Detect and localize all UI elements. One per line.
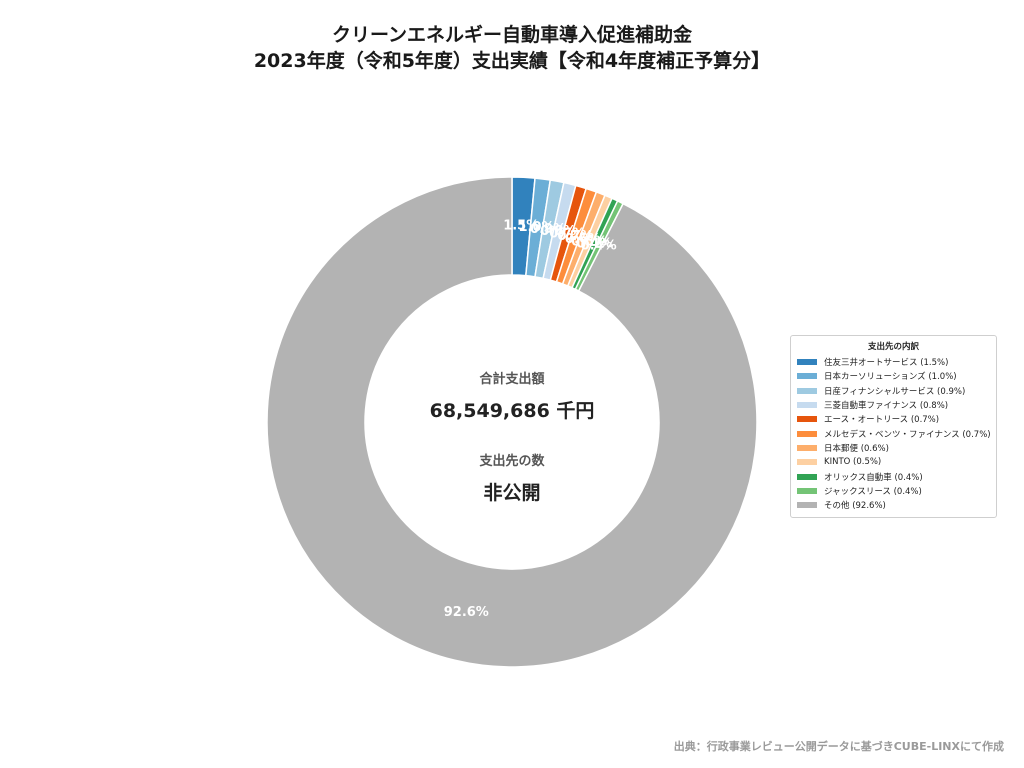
chart-title: クリーンエネルギー自動車導入促進補助金 bbox=[331, 24, 693, 46]
chart-subtitle: 2023年度（令和5年度）支出実績【令和4年度補正予算分】 bbox=[253, 50, 771, 72]
legend-swatch bbox=[797, 402, 817, 409]
donut-slice-labels: 1.5%1.0%0.9%0.8%0.7%0.7%0.6%0.5%0.4%0.4%… bbox=[444, 219, 617, 620]
slice-label-3: 0.8% bbox=[540, 224, 576, 239]
legend-label: 日本カーソリューションズ (1.0%) bbox=[824, 372, 957, 383]
slice-label-2: 0.9% bbox=[530, 222, 566, 237]
legend-label: KINTO (0.5%) bbox=[824, 457, 882, 468]
legend-item: 日本郵便 (0.6%) bbox=[797, 441, 990, 455]
source-note: 出典：行政事業レビュー公開データに基づきCUBE-LINXにて作成 bbox=[673, 740, 1004, 753]
legend-item: 住友三井オートサービス (1.5%) bbox=[797, 355, 990, 369]
legend-items: 住友三井オートサービス (1.5%) 日本カーソリューションズ (1.0%) 日産フ… bbox=[797, 355, 991, 512]
legend-label: 日産フィナンシャルサービス (0.9%) bbox=[824, 386, 966, 397]
legend-swatch bbox=[797, 416, 817, 423]
donut-slices bbox=[266, 176, 758, 668]
legend: 支出先の内訳 住友三井オートサービス (1.5%) 日本カーソリューションズ (1… bbox=[790, 335, 997, 519]
legend-item: 日産フィナンシャルサービス (0.9%) bbox=[797, 384, 990, 398]
slice-label-4: 0.7% bbox=[549, 226, 585, 241]
legend-label: オリックス自動車 (0.4%) bbox=[824, 472, 923, 483]
legend-swatch bbox=[797, 359, 817, 366]
legend-label: 三菱自動車ファイナンス (0.8%) bbox=[824, 401, 949, 412]
legend-swatch bbox=[797, 502, 817, 509]
slice-label-0: 1.5% bbox=[503, 219, 539, 234]
legend-swatch bbox=[797, 487, 817, 494]
slice-label-9: 0.4% bbox=[581, 239, 617, 254]
legend-item: 三菱自動車ファイナンス (0.8%) bbox=[797, 398, 990, 412]
legend-swatch bbox=[797, 444, 817, 451]
legend-label: 日本郵便 (0.6%) bbox=[824, 443, 889, 454]
legend-item: その他 (92.6%) bbox=[797, 498, 990, 512]
slice-label-6: 0.6% bbox=[565, 232, 601, 247]
legend-swatch bbox=[797, 430, 817, 437]
legend-swatch bbox=[797, 373, 817, 380]
legend-item: オリックス自動車 (0.4%) bbox=[797, 469, 990, 483]
legend-swatch bbox=[797, 459, 817, 466]
recipient-count-label: 支出先の数 bbox=[479, 454, 545, 469]
recipient-count-value: 非公開 bbox=[483, 482, 541, 504]
slice-label-8: 0.4% bbox=[576, 237, 612, 252]
slice-label-1: 1.0% bbox=[519, 220, 555, 235]
legend-title: 支出先の内訳 bbox=[867, 342, 919, 352]
slice-label-7: 0.5% bbox=[571, 234, 607, 249]
legend-swatch bbox=[797, 473, 817, 480]
legend-item: メルセデス・ベンツ・ファイナンス (0.7%) bbox=[797, 426, 991, 440]
legend-item: ジャックスリース (0.4%) bbox=[797, 484, 990, 498]
legend-item: エース・オートリース (0.7%) bbox=[797, 412, 990, 426]
total-amount-label: 合計支出額 bbox=[479, 372, 545, 387]
legend-label: エース・オートリース (0.7%) bbox=[824, 415, 940, 426]
slice-10 bbox=[266, 176, 758, 668]
legend-swatch bbox=[797, 387, 817, 394]
total-amount-value: 68,549,686 千円 bbox=[429, 400, 595, 422]
legend-label: 住友三井オートサービス (1.5%) bbox=[824, 358, 949, 369]
legend-label: その他 (92.6%) bbox=[824, 501, 886, 512]
legend-label: メルセデス・ベンツ・ファイナンス (0.7%) bbox=[824, 429, 991, 440]
legend-label: ジャックスリース (0.4%) bbox=[824, 486, 922, 497]
slice-label-5: 0.7% bbox=[557, 229, 593, 244]
legend-item: 日本カーソリューションズ (1.0%) bbox=[797, 369, 990, 383]
slice-label-10: 92.6% bbox=[444, 605, 489, 620]
legend-item: KINTO (0.5%) bbox=[797, 455, 990, 469]
